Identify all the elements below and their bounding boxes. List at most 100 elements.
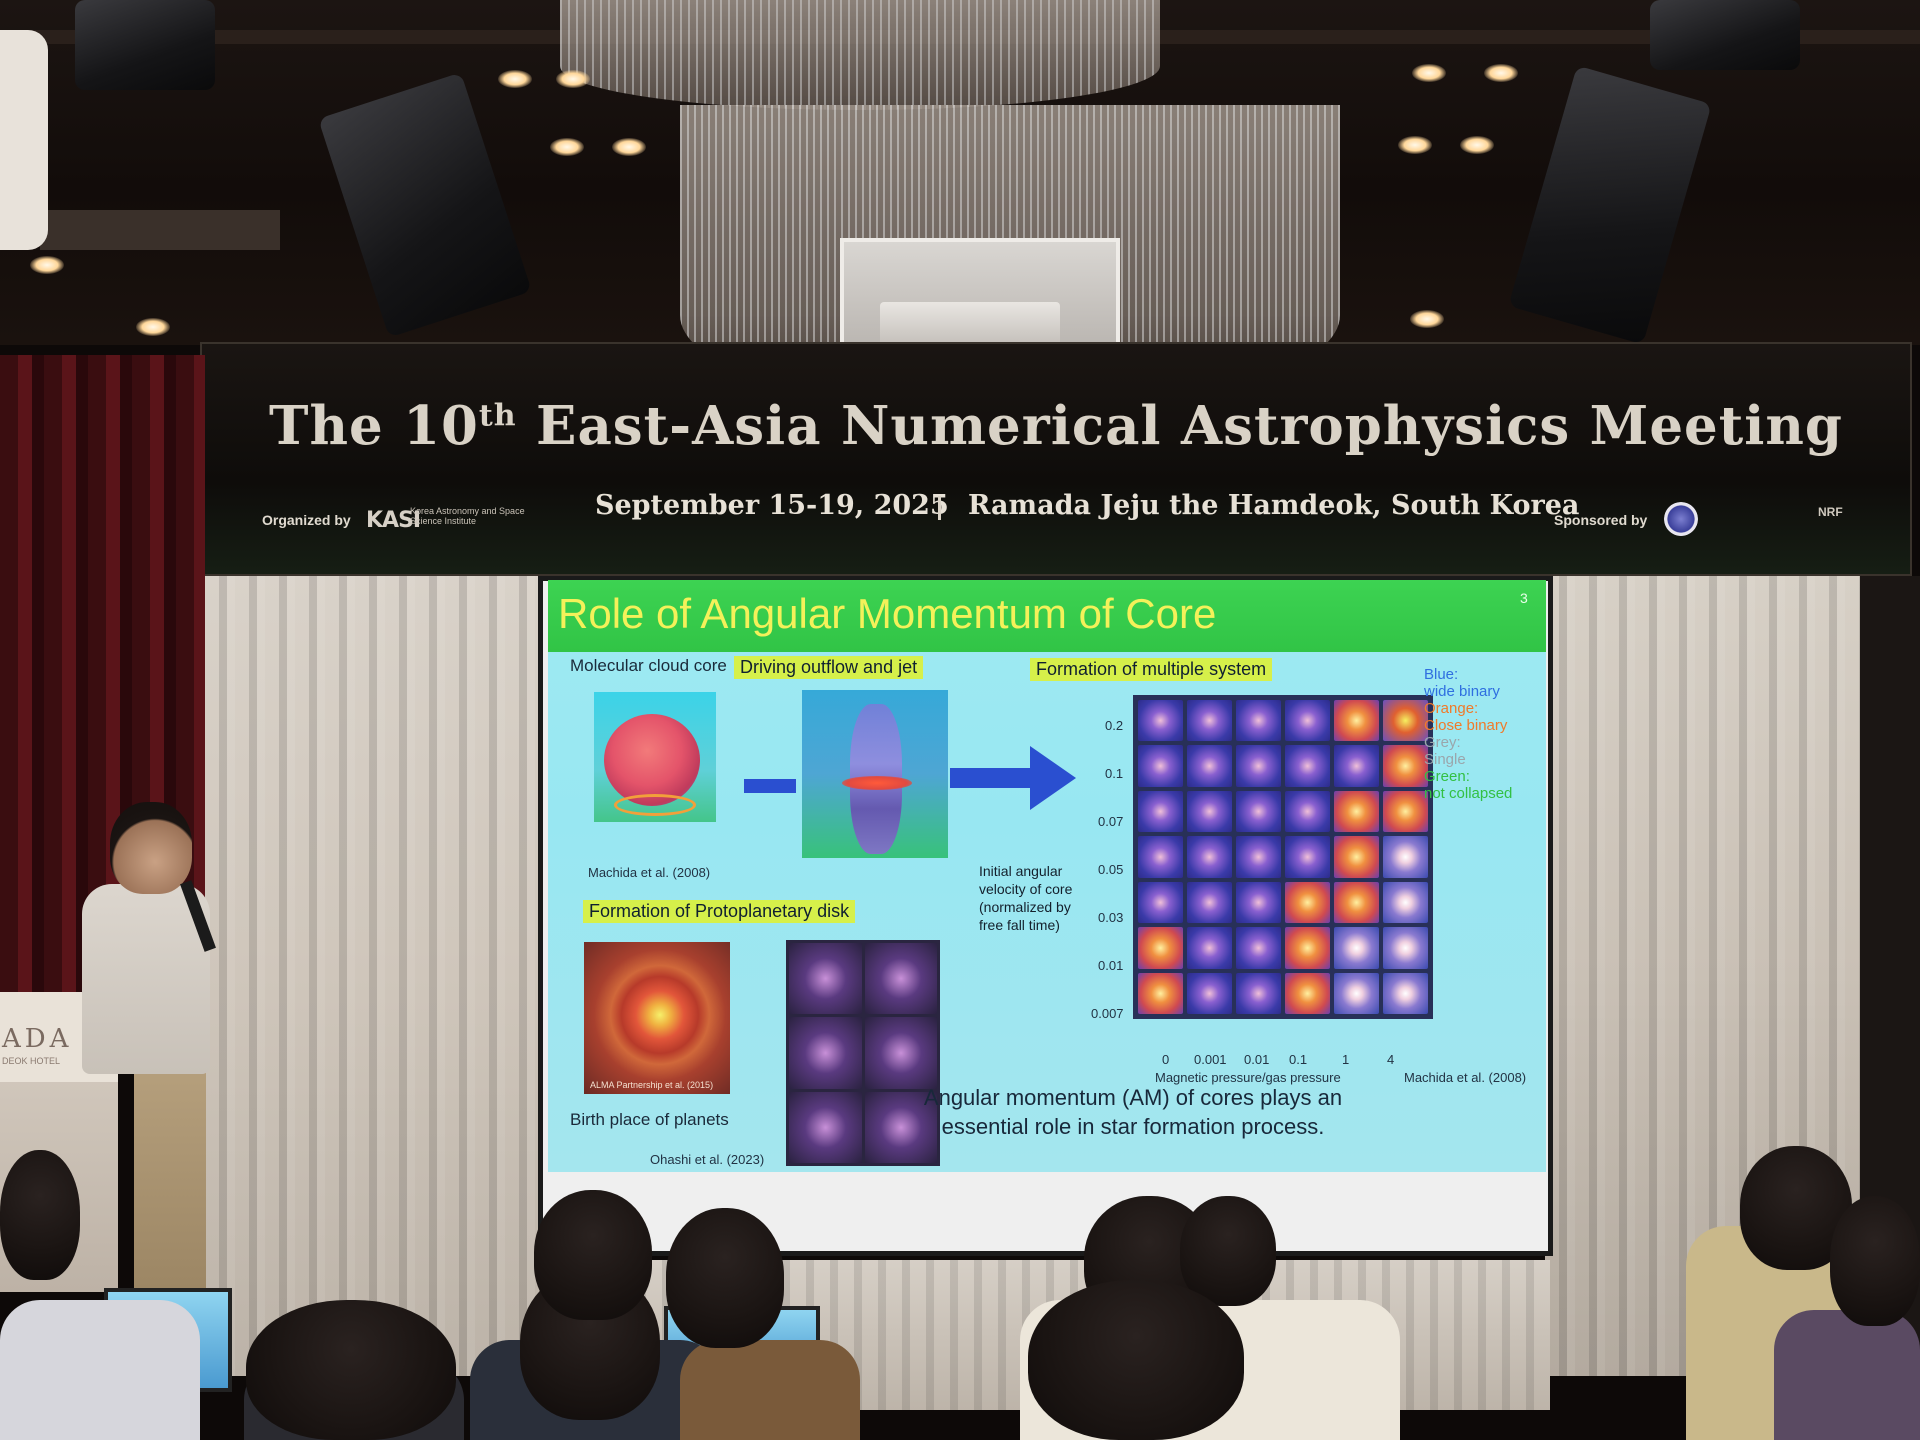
x-tick: 0.1 (1289, 1052, 1308, 1067)
speaker-body (82, 884, 210, 1074)
grid-cell-blue (1236, 881, 1281, 924)
ceiling-light (30, 256, 64, 274)
disk-thumbnail (789, 1017, 862, 1089)
grid-cell-blue (1138, 700, 1183, 742)
ceiling-light (1484, 64, 1518, 82)
citation-ohashi: Ohashi et al. (2023) (650, 1152, 765, 1167)
nrf-logo: NRF (1818, 505, 1843, 519)
chandelier-top (560, 0, 1160, 110)
core-disk-ring (614, 794, 696, 816)
speaker-head (110, 802, 192, 894)
citation-machida-left: Machida et al. (2008) (588, 865, 711, 880)
ceiling-light (556, 70, 590, 88)
audience-head (0, 1150, 80, 1280)
cloud-core-simulation-image (594, 692, 716, 822)
sponsor-seal-icon (1664, 502, 1698, 536)
grid-cell-orange (1383, 745, 1428, 787)
legend-grey-desc: Single (1424, 751, 1466, 768)
grid-cell-blue (1138, 836, 1183, 878)
ceiling-light (612, 138, 646, 156)
outflow-jet-simulation-image (802, 690, 948, 858)
ceiling-light (1460, 136, 1494, 154)
grid-cell-blue (1138, 745, 1183, 787)
grid-cell-orange (1383, 790, 1428, 833)
podium-hotel-sub: DEOK HOTEL (2, 1056, 61, 1066)
grid-cell-blue (1138, 881, 1183, 924)
citation-machida-right: Machida et al. (2008) (1404, 1070, 1527, 1085)
grid-cell-orange (1285, 972, 1330, 1014)
white-curtain-left (205, 576, 550, 1376)
multiple-system-grid (1133, 695, 1433, 1019)
jet-disk (842, 776, 912, 790)
grid-cell-blue (1138, 790, 1183, 833)
x-tick: 1 (1342, 1052, 1350, 1067)
audience-head (246, 1300, 456, 1440)
label-birth-place-of-planets: Birth place of planets (570, 1110, 729, 1129)
grid-cell-orange (1138, 972, 1183, 1014)
legend-orange-desc: Close binary (1424, 717, 1508, 734)
audience-head (534, 1190, 652, 1320)
organized-by-label: Organized by (262, 512, 351, 528)
grid-cell-blue (1187, 836, 1232, 878)
legend-green-label: Green: (1424, 768, 1470, 785)
grid-cell-orange (1285, 881, 1330, 924)
x-tick: 0 (1162, 1052, 1170, 1067)
y-tick: 0.05 (1098, 862, 1124, 877)
legend-orange-label: Orange: (1424, 700, 1479, 717)
ceiling-light (136, 318, 170, 336)
sponsored-by-label: Sponsored by (1554, 512, 1648, 528)
y-tick: 0.007 (1091, 1006, 1124, 1021)
grid-cell-blue (1187, 881, 1232, 924)
ohashi-disk-images (786, 940, 940, 1166)
grid-cell-blue (1187, 927, 1232, 969)
grid-cell-orange (1285, 927, 1330, 969)
arrow-small (744, 779, 796, 793)
alma-disk-image (584, 942, 730, 1094)
disk-thumbnail (864, 943, 937, 1015)
y-axis-annotation: Initial angular velocity of core (normal… (979, 863, 1073, 933)
legend-blue-label: Blue: (1424, 666, 1459, 683)
label-multiple-system: Formation of multiple system (1030, 658, 1273, 681)
label-outflow-jet: Driving outflow and jet (734, 656, 924, 679)
grid-cell-grey (1383, 972, 1428, 1014)
grid-cell-blue (1187, 972, 1232, 1014)
speaker-legs (134, 1070, 206, 1290)
arrow-big (950, 768, 1040, 788)
grid-cell-blue (1285, 745, 1330, 787)
ceiling-light (498, 70, 532, 88)
banner-title: The 10th East-Asia Numerical Astrophysic… (269, 395, 1843, 457)
grid-cell-grey (1383, 836, 1428, 878)
grid-cell-blue (1236, 745, 1281, 787)
slide-title: Role of Angular Momentum of Core (558, 590, 1217, 637)
y-tick: 0.1 (1105, 766, 1124, 781)
y-tick: 0.07 (1098, 814, 1124, 829)
grid-cell-grey (1383, 927, 1428, 969)
legend-blue-desc: wide binary (1424, 683, 1500, 700)
label-molecular-cloud-core: Molecular cloud core (570, 656, 727, 675)
grid-cell-orange (1334, 790, 1379, 833)
audience-member (1774, 1310, 1920, 1440)
x-tick: 0.001 (1194, 1052, 1227, 1067)
legend-grey-label: Grey: (1424, 734, 1461, 751)
x-tick: 0.01 (1244, 1052, 1270, 1067)
disk-thumbnail (789, 1091, 862, 1163)
event-banner (200, 342, 1912, 576)
slide: Role of Angular Momentum of Core 3 Molec… (548, 580, 1546, 1172)
slide-conclusion: Angular momentum (AM) of cores plays an … (923, 1085, 1343, 1139)
ceiling-vent (40, 210, 280, 250)
ceiling-light (550, 138, 584, 156)
ceiling-light (1398, 136, 1432, 154)
grid-cell-blue (1187, 790, 1232, 833)
grid-cell-blue (1285, 700, 1330, 742)
grid-cell-blue (1236, 836, 1281, 878)
arrow-big-head (1030, 746, 1076, 810)
grid-cell-orange (1334, 836, 1379, 878)
grid-cell-grey (1334, 972, 1379, 1014)
audience-member (680, 1340, 860, 1440)
banner-dates: September 15-19, 2025 (595, 490, 949, 521)
audience-head (1180, 1196, 1276, 1306)
grid-cell-grey (1383, 881, 1428, 924)
audience-head (1028, 1280, 1244, 1440)
speaker-box (1650, 0, 1800, 70)
y-tick: 0.01 (1098, 958, 1124, 973)
